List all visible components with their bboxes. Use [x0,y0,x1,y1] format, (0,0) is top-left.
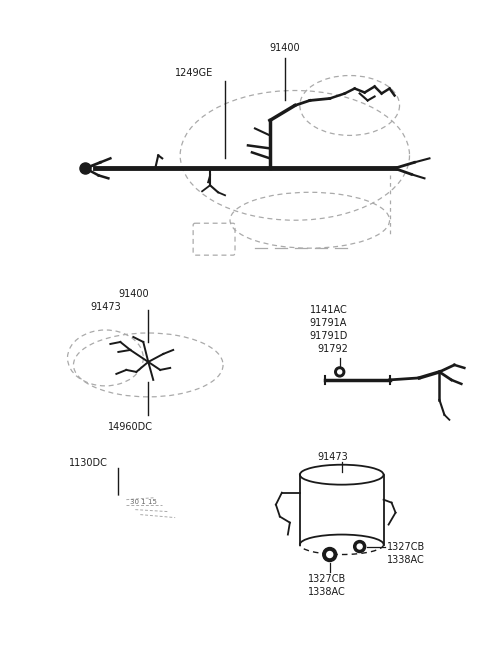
Text: 91400: 91400 [270,43,300,53]
Text: 1338AC: 1338AC [386,555,424,564]
Circle shape [354,541,366,553]
Circle shape [113,497,123,507]
Text: 91473: 91473 [90,302,121,312]
Text: 91400: 91400 [119,289,149,299]
Text: 1249GE: 1249GE [175,68,214,78]
Text: 1130DC: 1130DC [69,458,108,468]
Text: 91791A: 91791A [310,318,347,328]
Text: 1327CB: 1327CB [386,541,425,551]
Text: 14960DC: 14960DC [108,422,154,432]
Circle shape [323,547,336,562]
Text: 1327CB: 1327CB [308,574,346,585]
Text: 1141AC: 1141AC [310,305,348,315]
Circle shape [327,551,333,558]
Circle shape [338,370,342,374]
Circle shape [335,367,345,377]
Text: 91473: 91473 [318,452,348,462]
Text: 91791D: 91791D [310,331,348,341]
Text: 1338AC: 1338AC [308,587,346,597]
Circle shape [357,544,362,549]
Text: 91792: 91792 [318,344,348,354]
Text: 30 1 15: 30 1 15 [130,499,157,505]
